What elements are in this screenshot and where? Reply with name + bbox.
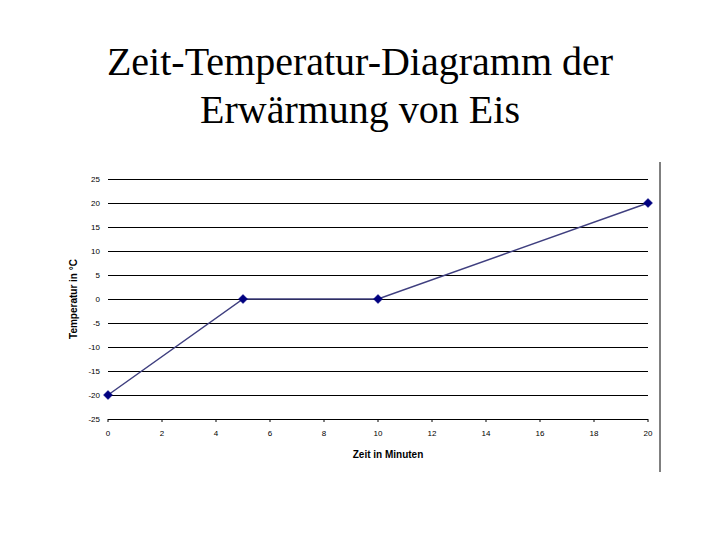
grid-line [108, 251, 648, 252]
chart-title: Zeit-Temperatur-Diagramm der Erwärmung v… [80, 38, 640, 134]
x-tick [378, 419, 379, 422]
y-tick-label: 5 [96, 271, 101, 280]
data-line [108, 203, 648, 395]
y-tick-label: -20 [88, 391, 100, 400]
x-tick [162, 419, 163, 422]
x-tick [216, 419, 217, 422]
grid-line [108, 371, 648, 372]
data-point [239, 295, 248, 304]
x-tick-label: 20 [644, 429, 653, 438]
grid-line [108, 179, 648, 180]
x-tick-label: 0 [106, 429, 111, 438]
y-axis-label: Temperatur in °C [68, 259, 79, 339]
chart-border [660, 162, 661, 472]
x-tick [648, 419, 649, 422]
grid-line [108, 227, 648, 228]
x-tick [486, 419, 487, 422]
chart: -25 -20 -15 -10 -5 0 5 10 15 20 25 0 2 4 6 8 10 12 14 16 18 2… [0, 0, 720, 540]
y-tick-label: 0 [96, 295, 101, 304]
x-tick-label: 18 [590, 429, 599, 438]
grid-line [108, 347, 648, 348]
x-tick [540, 419, 541, 422]
page: Zeit-Temperatur-Diagramm der Erwärmung v… [0, 0, 720, 540]
grid-line [108, 323, 648, 324]
grid-line [108, 203, 648, 204]
x-tick [324, 419, 325, 422]
x-tick [108, 419, 109, 422]
data-point [644, 199, 653, 208]
x-tick-label: 16 [536, 429, 545, 438]
y-tick-label: -25 [88, 415, 100, 424]
x-tick-label: 4 [214, 429, 219, 438]
y-tick-label: -5 [93, 319, 101, 328]
plot-area [104, 199, 653, 400]
data-point [374, 295, 383, 304]
x-tick-label: 2 [160, 429, 165, 438]
y-tick-label: 20 [91, 199, 100, 208]
x-axis-label: Zeit in Minuten [353, 449, 424, 460]
x-tick-label: 10 [374, 429, 383, 438]
grid-line [108, 275, 648, 276]
x-tick [270, 419, 271, 422]
y-tick-label: -10 [88, 343, 100, 352]
x-tick [432, 419, 433, 422]
x-tick [594, 419, 595, 422]
y-tick-label: 15 [91, 223, 100, 232]
x-tick-label: 14 [482, 429, 491, 438]
x-tick-label: 6 [268, 429, 273, 438]
y-tick-label: -15 [88, 367, 100, 376]
x-tick-label: 8 [322, 429, 327, 438]
y-tick-label: 10 [91, 247, 100, 256]
y-tick-label: 25 [91, 175, 100, 184]
data-point [104, 391, 113, 400]
grid-line [108, 395, 648, 396]
x-tick-label: 12 [428, 429, 437, 438]
